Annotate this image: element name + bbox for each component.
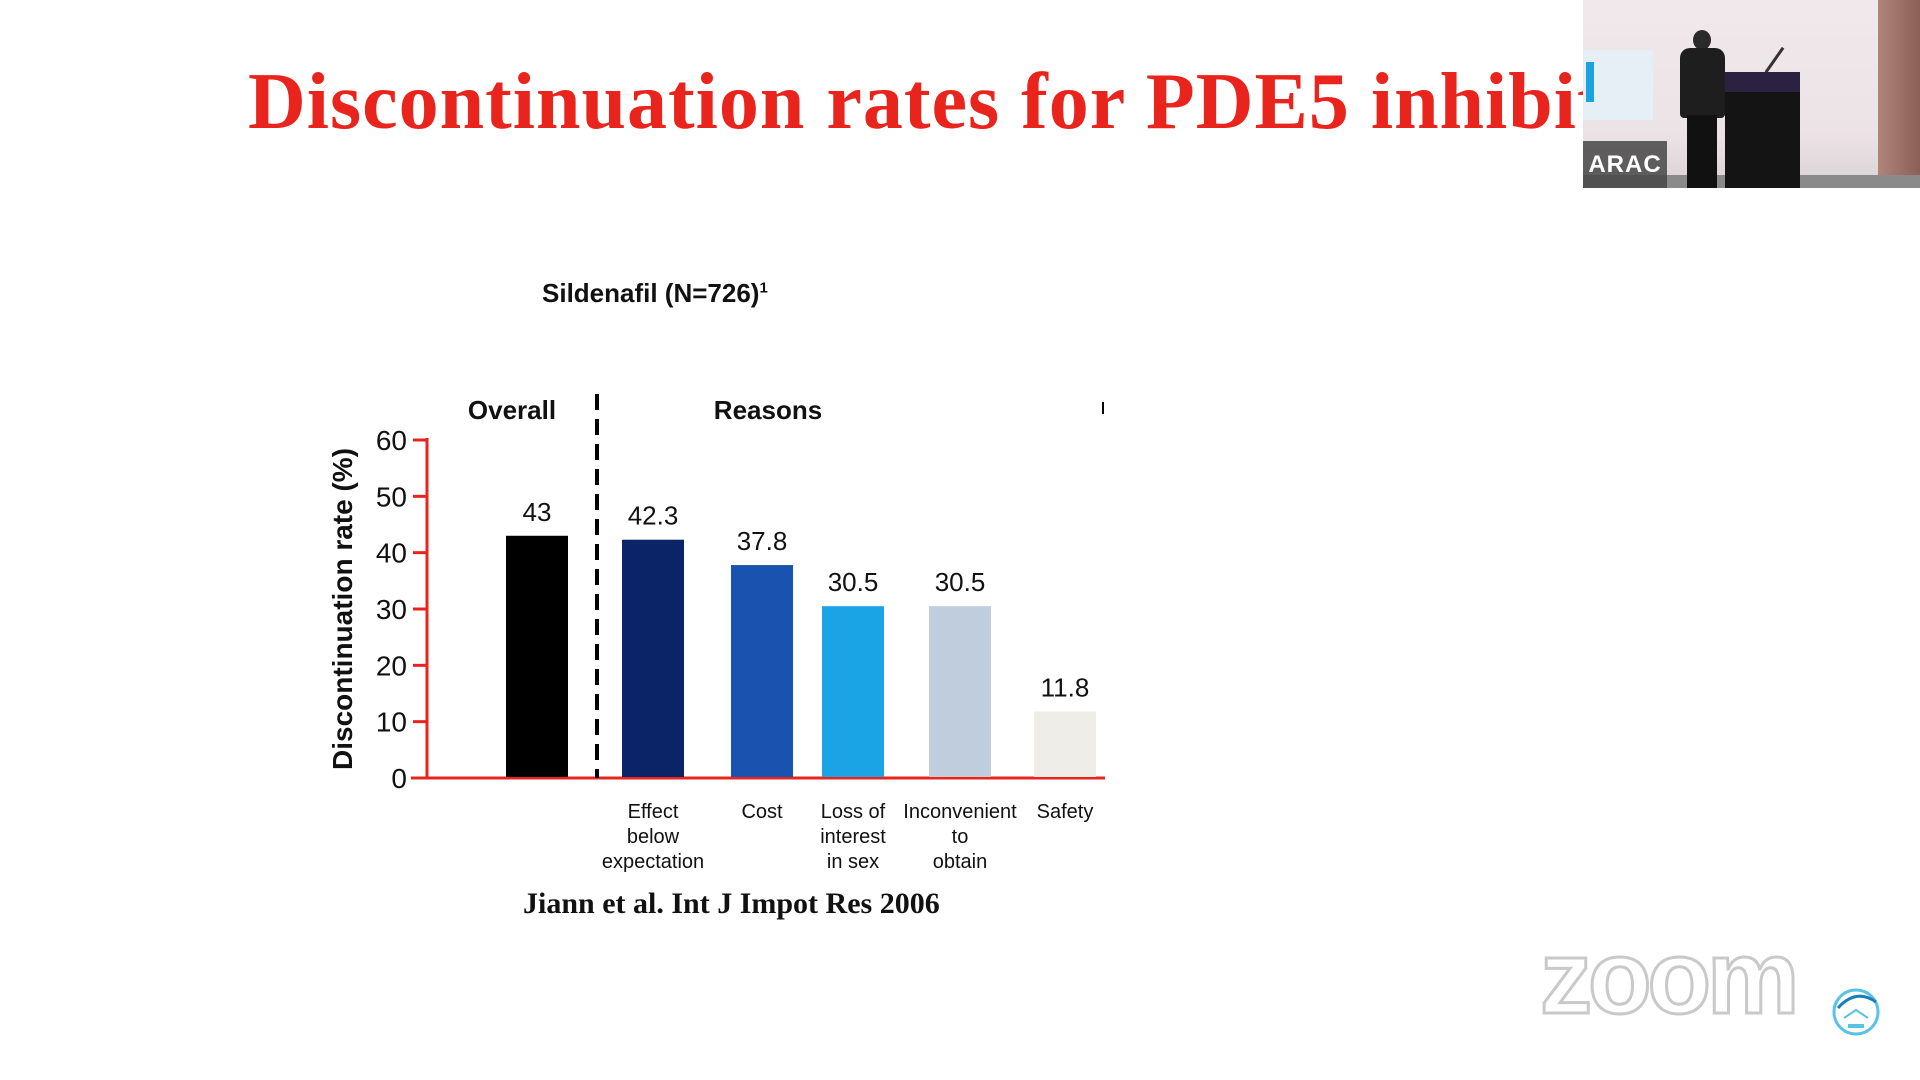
category-label-3-0: Loss of	[821, 801, 886, 823]
bar-value-label-2: 37.8	[737, 526, 788, 556]
podium-top	[1725, 72, 1800, 92]
y-tick-label-1: 10	[376, 707, 407, 738]
bar-1	[622, 539, 684, 777]
wall-panel	[1878, 0, 1920, 188]
microphone-icon	[1764, 46, 1785, 74]
chart-subtitle-text: Sildenafil (N=726)	[542, 278, 760, 308]
y-tick-label-5: 50	[376, 481, 407, 512]
bar-value-label-1: 42.3	[628, 501, 679, 531]
zoom-watermark-text: zoom	[1540, 925, 1796, 1036]
group-label-reasons: Reasons	[714, 395, 822, 425]
category-label-4-1: to	[952, 826, 969, 848]
bar-3	[822, 606, 884, 777]
group-label-overall: Overall	[468, 395, 556, 425]
video-participant-label: ARAC	[1583, 141, 1667, 188]
category-label-3-2: in sex	[827, 851, 879, 873]
category-label-3-1: interest	[820, 826, 886, 848]
y-tick-label-4: 40	[376, 538, 407, 569]
chart-subtitle-footnote: 1	[759, 279, 768, 297]
projection-screen-bar	[1586, 62, 1594, 102]
speaker-head	[1693, 30, 1711, 50]
bar-value-label-3: 30.5	[828, 567, 879, 597]
bar-5	[1034, 711, 1096, 777]
zoom-logo-icon	[1832, 988, 1880, 1036]
discontinuation-bar-chart: 0 10 20 30 40 50 60 Discontinuation rate (%) Ove…	[327, 394, 1105, 873]
y-tick-label-6: 60	[376, 425, 407, 456]
bar-4	[929, 606, 991, 777]
projection-screen	[1583, 50, 1653, 120]
category-label-4-2: obtain	[933, 851, 988, 873]
speaker-legs	[1687, 115, 1717, 188]
category-label-5-0: Safety	[1037, 801, 1094, 823]
y-tick-label-0: 0	[391, 763, 407, 794]
bar-2	[731, 565, 793, 777]
y-axis-label: Discontinuation rate (%)	[327, 448, 358, 770]
chart-subtitle: Sildenafil (N=726)1	[542, 278, 768, 309]
bar-value-label-4: 30.5	[935, 567, 986, 597]
category-label-1-0: Effect	[628, 801, 679, 823]
citation: Jiann et al. Int J Impot Res 2006	[523, 887, 940, 920]
bar-value-label-0: 43	[523, 497, 552, 527]
category-label-4-0: Inconvenient	[903, 801, 1017, 823]
bar-value-label-5: 11.8	[1041, 673, 1090, 703]
y-tick-label-2: 20	[376, 650, 407, 681]
category-label-1-1: below	[627, 826, 680, 848]
speaker-body	[1680, 48, 1725, 118]
category-label-1-2: expectation	[602, 851, 704, 873]
bar-0	[506, 535, 568, 777]
zoom-watermark: zoom	[1540, 925, 1801, 1038]
slide-title: Discontinuation rates for PDE5 inhibito	[248, 58, 1646, 146]
y-tick-label-3: 30	[376, 594, 407, 625]
category-label-2-0: Cost	[741, 801, 783, 823]
